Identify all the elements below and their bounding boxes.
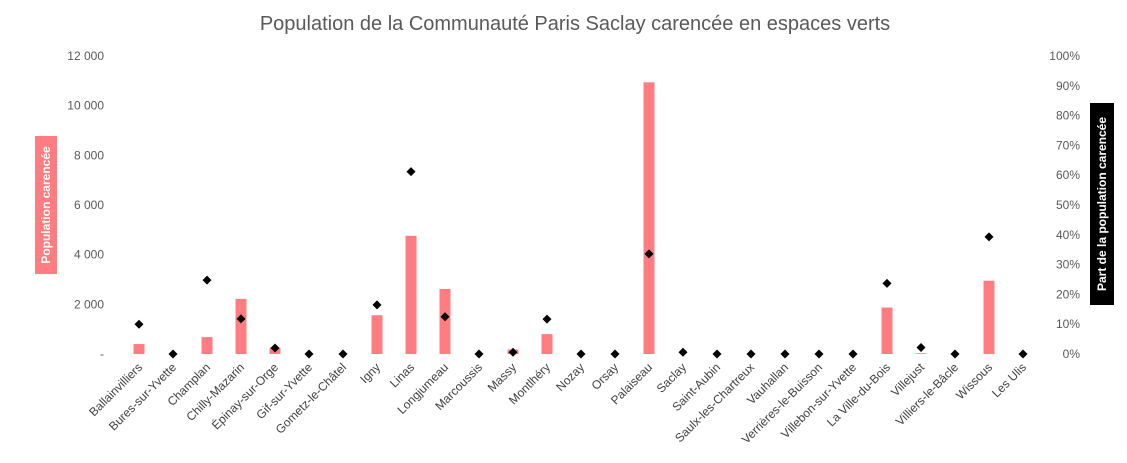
right-tick-label: 80% — [1056, 109, 1080, 123]
share-marker — [712, 349, 722, 359]
right-tick-label: 100% — [1049, 49, 1080, 63]
category-labels: BallainvilliersBures-sur-YvetteChamplanC… — [86, 359, 1029, 446]
right-tick-label: 10% — [1056, 317, 1080, 331]
right-tick-label: 30% — [1056, 258, 1080, 272]
left-axis-label: Population carencée — [35, 136, 57, 274]
category-label: Wissous — [953, 360, 995, 402]
share-marker — [984, 232, 994, 242]
left-tick-label: 10 000 — [67, 99, 104, 113]
right-axis-ticks: 0% 10% 20% 30% 40% 50% 60% 70% 80% 90% 100% — [1049, 49, 1080, 361]
right-axis-label-text: Part de la population carencée — [1095, 117, 1109, 291]
right-tick-label: 70% — [1056, 138, 1080, 152]
share-marker — [474, 349, 484, 359]
bars — [133, 82, 995, 354]
left-tick-label: 2 000 — [74, 297, 104, 311]
left-tick-label: 6 000 — [74, 198, 104, 212]
category-label: Villiers-le-Bâcle — [893, 360, 961, 428]
share-marker — [406, 167, 416, 177]
left-tick-label: - — [100, 347, 104, 361]
right-axis-label: Part de la population carencée — [1090, 103, 1114, 305]
category-label: Nozay — [553, 360, 587, 394]
population-bar — [133, 344, 145, 354]
share-marker — [270, 343, 280, 353]
share-marker — [236, 314, 246, 324]
share-marker — [610, 349, 620, 359]
share-marker — [678, 347, 688, 357]
share-marker — [916, 342, 926, 352]
share-marker — [882, 278, 892, 288]
population-bar — [983, 280, 995, 354]
left-axis-ticks: - 2 000 4 000 6 000 8 000 10 000 12 000 — [67, 49, 104, 361]
share-marker — [440, 312, 450, 322]
population-bar — [915, 353, 927, 354]
population-bar — [643, 82, 655, 354]
share-marker — [542, 314, 552, 324]
population-bar — [405, 235, 417, 354]
right-tick-label: 40% — [1056, 228, 1080, 242]
left-tick-label: 12 000 — [67, 49, 104, 63]
population-bar — [235, 298, 247, 354]
right-axis-label-bg — [1090, 103, 1114, 305]
share-markers — [134, 167, 1028, 359]
share-marker — [168, 349, 178, 359]
category-label: Les Ulis — [989, 360, 1029, 400]
right-tick-label: 20% — [1056, 287, 1080, 301]
category-label: Igny — [357, 360, 383, 386]
share-marker — [338, 349, 348, 359]
population-bar — [541, 334, 553, 354]
population-bar — [201, 337, 213, 354]
left-axis-label-bg — [35, 136, 57, 274]
share-marker — [848, 349, 858, 359]
share-marker — [746, 349, 756, 359]
share-marker — [508, 347, 518, 357]
left-tick-label: 8 000 — [74, 148, 104, 162]
share-marker — [780, 349, 790, 359]
share-marker — [1018, 349, 1028, 359]
share-marker — [134, 319, 144, 329]
share-marker — [644, 249, 654, 259]
share-marker — [576, 349, 586, 359]
share-marker — [814, 349, 824, 359]
population-bar — [439, 288, 451, 354]
population-bar — [881, 307, 893, 354]
share-marker — [950, 349, 960, 359]
chart-title: Population de la Communauté Paris Saclay… — [260, 13, 890, 35]
right-tick-label: 60% — [1056, 168, 1080, 182]
right-tick-label: 90% — [1056, 79, 1080, 93]
left-tick-label: 4 000 — [74, 248, 104, 262]
left-axis-label-text: Population carencée — [39, 146, 53, 264]
right-tick-label: 50% — [1056, 198, 1080, 212]
population-bar — [371, 315, 383, 354]
share-marker — [202, 275, 212, 285]
share-marker — [304, 349, 314, 359]
right-tick-label: 0% — [1063, 347, 1081, 361]
share-marker — [372, 300, 382, 310]
category-label: Linas — [387, 360, 417, 390]
